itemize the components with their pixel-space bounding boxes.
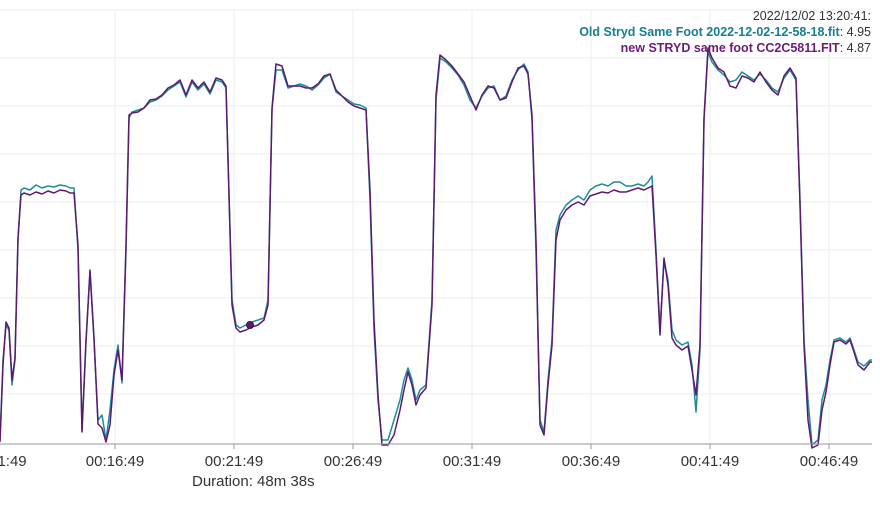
tooltip-series-value: 4.87 — [846, 41, 871, 55]
hover-cursor-dot — [246, 321, 254, 329]
x-tick-label: 00:41:49 — [681, 453, 739, 470]
duration-label: Duration: 48m 38s — [192, 473, 315, 490]
tooltip-time: 2022/12/02 13:20:41: — [752, 9, 871, 23]
tooltip-series-value: 4.95 — [846, 25, 871, 39]
tooltip-series-name: new STRYD same foot CC2C5811.FIT — [620, 41, 840, 55]
series-layer — [0, 47, 872, 449]
x-tick-label: 00:31:49 — [443, 453, 501, 470]
chart-grid — [0, 9, 872, 444]
x-tick-label: 00:11:49 — [0, 453, 27, 470]
x-tick-label: 00:36:49 — [562, 453, 620, 470]
tooltip-row-old-stryd: Old Stryd Same Foot 2022-12-02-12-58-18.… — [579, 25, 871, 39]
series-line-new-stryd — [0, 47, 872, 449]
x-tick-label: 00:16:49 — [86, 453, 144, 470]
x-tick-label: 00:21:49 — [205, 453, 263, 470]
x-tick-label: 00:46:49 — [800, 453, 858, 470]
hover-tooltip: 2022/12/02 13:20:41: Old Stryd Same Foot… — [579, 8, 871, 56]
tooltip-row-new-stryd: new STRYD same foot CC2C5811.FIT: 4.87 — [620, 41, 871, 55]
x-axis-ticks: 00:11:49 00:16:49 00:21:49 00:26:49 00:31:49… — [0, 444, 858, 470]
x-tick-label: 00:26:49 — [324, 453, 382, 470]
tooltip-series-name: Old Stryd Same Foot 2022-12-02-12-58-18.… — [579, 25, 840, 39]
